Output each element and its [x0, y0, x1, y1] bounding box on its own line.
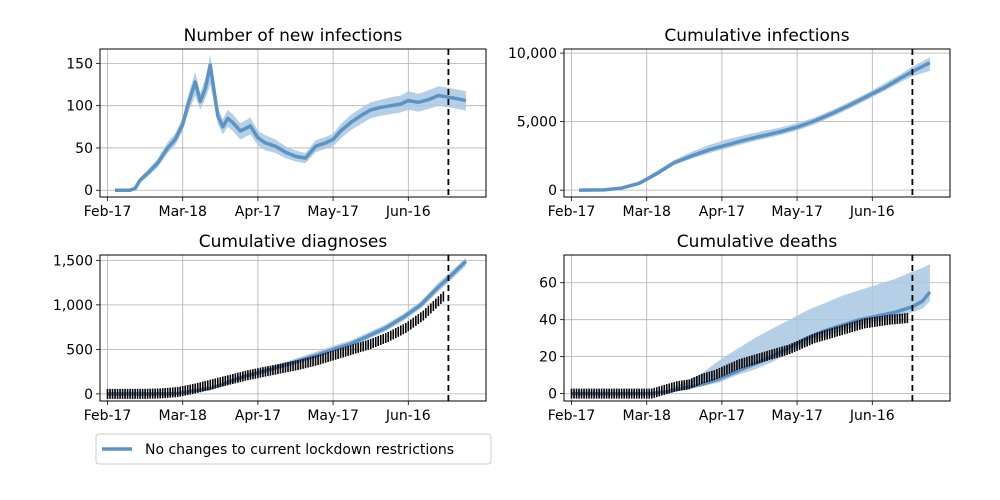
x-tick-label: Jun-16 — [385, 408, 431, 424]
x-tick-label: Jun-16 — [849, 204, 895, 220]
y-tick-label: 60 — [539, 276, 557, 292]
y-tick-label: 0 — [84, 183, 93, 199]
y-tick-label: 5,000 — [517, 115, 557, 131]
x-tick-label: Mar-18 — [623, 204, 671, 220]
y-tick-label: 10,000 — [508, 46, 557, 62]
x-tick-label: Apr-17 — [235, 204, 281, 220]
plot-area — [578, 57, 931, 192]
x-tick-label: Feb-17 — [84, 408, 132, 424]
uncertainty-band — [571, 264, 930, 394]
plot-area — [570, 264, 932, 399]
model-line — [578, 61, 931, 192]
y-tick-label: 100 — [66, 99, 93, 115]
subplot-3: Cumulative diagnoses Feb-17 Mar-18 Apr-17 Ma… — [53, 232, 487, 424]
subplot-4: Cumulative deaths Feb-17 Mar-18 Apr-17 May-1… — [539, 232, 951, 424]
x-tick-label: May-17 — [307, 204, 359, 220]
axes-frame — [563, 254, 951, 402]
y-tick-label: 0 — [548, 387, 557, 403]
subplot-2: Cumulative infections Feb-17 Mar-18 Apr-17 M… — [508, 26, 951, 220]
x-tick-label: Jun-16 — [849, 408, 895, 424]
legend-label: No changes to current lockdown restricti… — [145, 442, 454, 458]
x-tick-label: Feb-17 — [84, 204, 132, 220]
y-tick-label: 50 — [75, 141, 93, 157]
uncertainty-band — [107, 257, 466, 394]
x-tick-label: May-17 — [771, 408, 823, 424]
axes-frame — [99, 254, 487, 402]
y-tick-label: 0 — [84, 387, 93, 403]
uncertainty-band — [115, 54, 466, 191]
plot-area — [106, 257, 468, 399]
y-tick-label: 20 — [539, 350, 557, 366]
x-tick-label: Apr-17 — [235, 408, 281, 424]
x-tick-label: May-17 — [771, 204, 823, 220]
y-tick-label: 1,500 — [53, 253, 93, 269]
y-tick-label: 40 — [539, 313, 557, 329]
x-tick-label: Apr-17 — [699, 204, 745, 220]
x-tick-label: Mar-18 — [159, 204, 207, 220]
y-tick-label: 500 — [66, 342, 93, 358]
y-tick-label: 1,000 — [53, 298, 93, 314]
x-tick-label: Feb-17 — [548, 204, 596, 220]
subplot-grid: Number of new infections Feb-17 Mar-18 Apr-… — [53, 26, 951, 424]
subplot-title: Cumulative diagnoses — [199, 232, 388, 252]
model-line — [115, 63, 467, 192]
axes-frame — [563, 48, 951, 198]
observed-data — [106, 291, 445, 399]
x-tick-label: Apr-17 — [699, 408, 745, 424]
subplot-1: Number of new infections Feb-17 Mar-18 Apr-… — [66, 26, 487, 220]
x-tick-label: Mar-18 — [623, 408, 671, 424]
x-tick-label: Feb-17 — [548, 408, 596, 424]
subplot-title: Cumulative deaths — [677, 232, 838, 252]
x-tick-label: Mar-18 — [159, 408, 207, 424]
subplot-title: Number of new infections — [184, 26, 403, 46]
x-tick-label: Jun-16 — [385, 204, 431, 220]
legend: No changes to current lockdown restricti… — [95, 433, 492, 465]
model-line — [107, 259, 468, 396]
plot-area — [115, 54, 467, 192]
legend-frame — [95, 433, 492, 465]
observed-data — [570, 313, 909, 399]
subplot-title: Cumulative infections — [664, 26, 849, 46]
y-tick-label: 0 — [548, 183, 557, 199]
uncertainty-band — [579, 57, 930, 191]
y-tick-label: 150 — [66, 56, 93, 72]
x-tick-label: May-17 — [307, 408, 359, 424]
axes-frame — [99, 48, 487, 198]
